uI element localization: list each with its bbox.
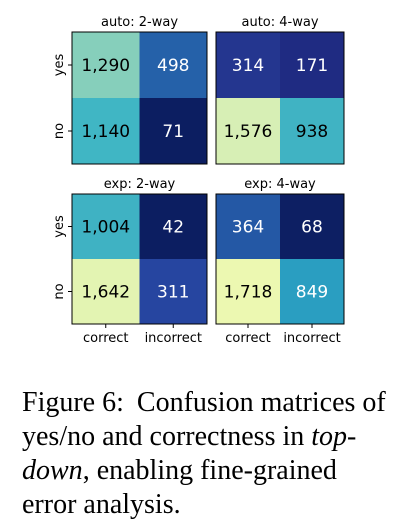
cell-value-label: 1,140	[81, 122, 130, 142]
y-tick-label: no	[52, 283, 67, 299]
heatmap-cell	[72, 32, 140, 98]
heatmap-cell	[72, 194, 140, 259]
cell-value-label: 364	[232, 218, 264, 238]
panel-frame	[71, 193, 208, 325]
y-tick-label: no	[52, 123, 67, 139]
heatmap-cell	[216, 98, 280, 164]
caption-emphasis: top-down	[22, 421, 357, 486]
cell-value-label: 1,290	[81, 56, 130, 76]
panel-title: exp: 2-way	[104, 177, 176, 192]
cell-value-label: 498	[157, 56, 189, 76]
cell-value-label: 938	[296, 122, 328, 142]
cell-value-label: 71	[162, 122, 184, 142]
heatmap-cell	[72, 98, 140, 164]
heatmap-cell	[280, 98, 344, 164]
cell-value-label: 1,642	[81, 283, 130, 303]
heatmap-cell	[139, 194, 207, 259]
cell-value-label: 1,004	[81, 218, 130, 238]
heatmap-cell	[280, 194, 344, 259]
heatmap-cell	[216, 259, 280, 324]
panel-frame	[71, 31, 208, 165]
heatmap-cell	[216, 194, 280, 259]
x-tick-label: correct	[83, 331, 129, 346]
x-tick-label: correct	[225, 331, 271, 346]
confusion-matrices-figure: auto: 2-way 1,290 498 1,140 71 yes no auto: 4-w…	[52, 15, 345, 346]
panel-frame	[215, 193, 345, 325]
panel-title: exp: 4-way	[244, 177, 316, 192]
caption-text-after: , enabling fine-grained error analysis.	[22, 455, 337, 520]
cell-value-label: 68	[301, 218, 323, 238]
heatmap-cell	[280, 259, 344, 324]
cell-value-label: 42	[162, 218, 184, 238]
heatmap-cell	[139, 98, 207, 164]
panel-title: auto: 2-way	[101, 15, 178, 30]
caption-label: Figure 6:	[22, 387, 124, 418]
y-tick-label: yes	[52, 54, 67, 77]
x-tick-label: incorrect	[283, 331, 340, 346]
cell-value-label: 1,718	[224, 283, 273, 303]
caption-text-before: Confusion matrices of yes/no and correct…	[22, 387, 386, 452]
cell-value-label: 849	[296, 283, 328, 303]
heatmap-cell	[72, 259, 140, 324]
y-tick-label: yes	[52, 215, 67, 238]
heatmap-cell	[139, 32, 207, 98]
cell-value-label: 1,576	[224, 122, 273, 142]
figure-caption: Figure 6: Confusion matrices of yes/no a…	[22, 386, 388, 522]
x-tick-label: incorrect	[145, 331, 202, 346]
cell-value-label: 311	[157, 283, 189, 303]
heatmap-cell	[216, 32, 280, 98]
heatmap-cell	[280, 32, 344, 98]
cell-value-label: 314	[232, 56, 264, 76]
heatmap-cell	[139, 259, 207, 324]
panel-frame	[215, 31, 345, 165]
cell-value-label: 171	[296, 56, 328, 76]
panel-title: auto: 4-way	[241, 15, 318, 30]
